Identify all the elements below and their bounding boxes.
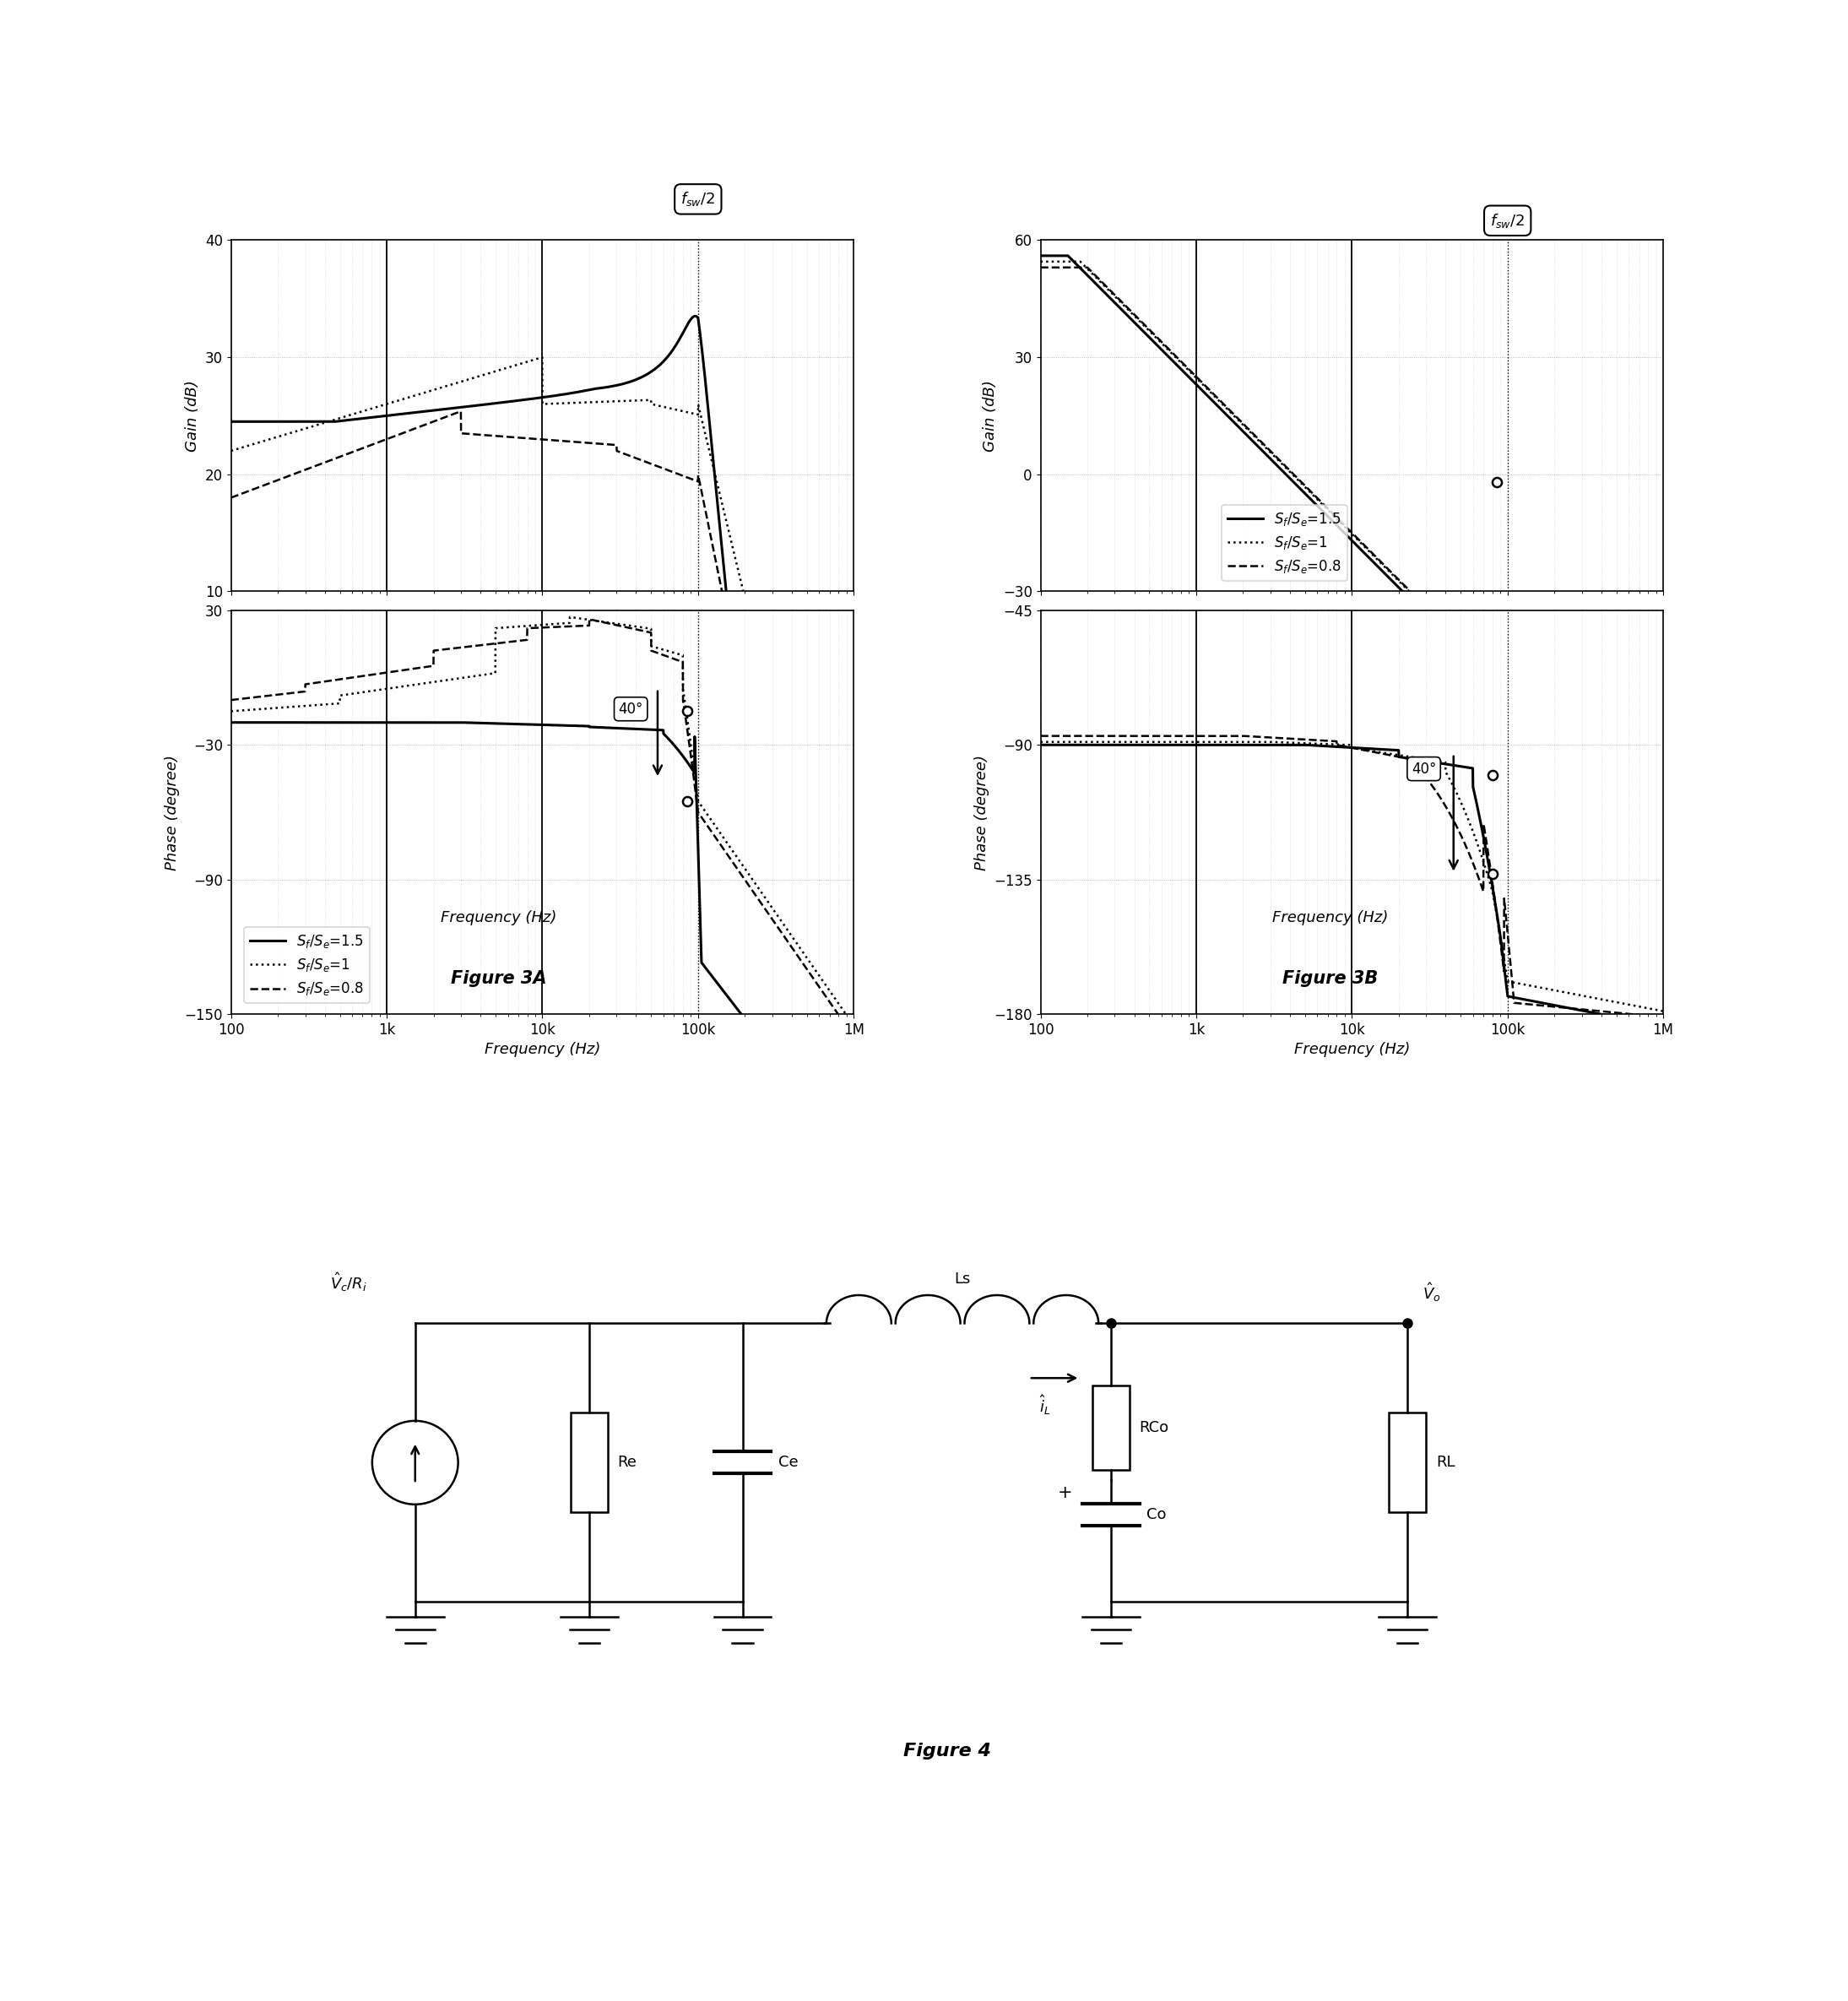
Text: $\hat{V}_c/R_i$: $\hat{V}_c/R_i$ (331, 1271, 368, 1293)
Text: $\hat{i}_L$: $\hat{i}_L$ (1039, 1393, 1050, 1417)
Text: Figure 4: Figure 4 (904, 1743, 991, 1759)
Y-axis label: Phase (degree): Phase (degree) (164, 754, 179, 870)
Text: $f_{sw}$/2: $f_{sw}$/2 (1489, 212, 1525, 230)
Y-axis label: Gain (dB): Gain (dB) (983, 380, 998, 452)
Text: 40°: 40° (619, 702, 643, 716)
Text: Re: Re (617, 1455, 638, 1471)
Text: Co: Co (1146, 1507, 1166, 1523)
Bar (1390, 1413, 1427, 1513)
Text: Ce: Ce (778, 1455, 798, 1471)
Text: 40°: 40° (1412, 760, 1436, 776)
Bar (1092, 1385, 1129, 1471)
Text: +: + (1057, 1485, 1072, 1501)
Text: Ls: Ls (954, 1271, 970, 1287)
Bar (571, 1413, 608, 1513)
Y-axis label: Gain (dB): Gain (dB) (185, 380, 200, 452)
Text: Frequency (Hz): Frequency (Hz) (1273, 910, 1388, 926)
Legend: $S_f/S_e$=1.5, $S_f/S_e$=1, $S_f/S_e$=0.8: $S_f/S_e$=1.5, $S_f/S_e$=1, $S_f/S_e$=0.… (1222, 504, 1347, 580)
Text: $f_{sw}$/2: $f_{sw}$/2 (680, 190, 715, 208)
Legend: $S_f/S_e$=1.5, $S_f/S_e$=1, $S_f/S_e$=0.8: $S_f/S_e$=1.5, $S_f/S_e$=1, $S_f/S_e$=0.… (244, 926, 370, 1003)
X-axis label: Frequency (Hz): Frequency (Hz) (484, 1043, 601, 1057)
Text: Figure 3A: Figure 3A (451, 970, 547, 986)
Text: $\hat{V}_o$: $\hat{V}_o$ (1423, 1281, 1441, 1303)
Y-axis label: Phase (degree): Phase (degree) (974, 754, 989, 870)
Text: Frequency (Hz): Frequency (Hz) (442, 910, 556, 926)
Text: Figure 3B: Figure 3B (1283, 970, 1379, 986)
X-axis label: Frequency (Hz): Frequency (Hz) (1294, 1043, 1410, 1057)
Text: RCo: RCo (1140, 1421, 1170, 1435)
Text: RL: RL (1436, 1455, 1454, 1471)
